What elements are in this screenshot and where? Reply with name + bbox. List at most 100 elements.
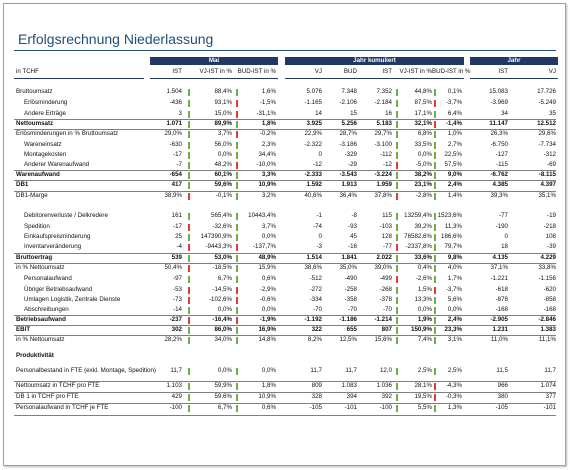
trend-indicator bbox=[396, 151, 398, 159]
cell: 161 bbox=[171, 212, 182, 219]
cell: 2,3% bbox=[261, 141, 276, 148]
column-header: BUD-IST in % bbox=[237, 68, 276, 75]
trend-indicator bbox=[188, 181, 190, 189]
cell: 2,4% bbox=[447, 181, 462, 188]
cell: 35 bbox=[549, 110, 556, 117]
trend-indicator bbox=[434, 130, 436, 138]
trend-indicator bbox=[396, 171, 398, 179]
cell: 0 bbox=[318, 151, 322, 158]
cell: -1.221 bbox=[490, 275, 508, 282]
cell: 0,0% bbox=[217, 306, 232, 313]
cell: 1.074 bbox=[540, 382, 556, 389]
cell: -9443,3% bbox=[205, 243, 233, 250]
cell: 1,8% bbox=[261, 120, 276, 127]
row-rule bbox=[14, 415, 556, 416]
cell: 12.512 bbox=[537, 120, 556, 127]
trend-indicator bbox=[434, 171, 436, 179]
trend-indicator bbox=[236, 243, 238, 251]
trend-indicator bbox=[236, 212, 238, 220]
trend-indicator bbox=[434, 264, 436, 272]
cell: 34,4% bbox=[258, 151, 276, 158]
cell: -378 bbox=[379, 296, 392, 303]
header-rule bbox=[470, 78, 558, 79]
cell: -0,1% bbox=[215, 192, 232, 199]
trend-indicator bbox=[188, 161, 190, 169]
frame bbox=[3, 3, 566, 466]
trend-indicator bbox=[434, 404, 436, 412]
trend-indicator bbox=[236, 110, 238, 118]
cell: -77 bbox=[383, 243, 392, 250]
cell: -18,5% bbox=[212, 264, 232, 271]
row-rule bbox=[14, 325, 556, 326]
cell: 5,6% bbox=[447, 296, 462, 303]
cell: 1.841 bbox=[341, 254, 357, 261]
cell: 5.076 bbox=[306, 88, 322, 95]
cell: 3,2% bbox=[261, 192, 276, 199]
trend-indicator bbox=[396, 404, 398, 412]
cell: -3,7% bbox=[445, 286, 462, 293]
row-rule bbox=[14, 170, 556, 171]
cell: 0,0% bbox=[261, 306, 276, 313]
trend-indicator bbox=[396, 382, 398, 390]
row-label: Personalbestand in FTE (exkl. Montage, S… bbox=[16, 367, 156, 374]
cell: 807 bbox=[381, 326, 392, 333]
row-rule bbox=[14, 381, 556, 382]
trend-indicator bbox=[188, 393, 190, 401]
row-label: Personalaufwand bbox=[24, 275, 72, 282]
cell: 32,1% bbox=[414, 120, 432, 127]
cell: -499 bbox=[379, 275, 392, 282]
cell: 4,0% bbox=[447, 264, 462, 271]
cell: -1 bbox=[316, 212, 322, 219]
cell: 34,0% bbox=[214, 336, 232, 343]
cell: -93 bbox=[348, 223, 357, 230]
trend-indicator bbox=[434, 254, 436, 262]
cell: 0 bbox=[318, 233, 322, 240]
trend-indicator bbox=[434, 151, 436, 159]
cell: 1,9% bbox=[417, 316, 432, 323]
cell: 108 bbox=[545, 233, 556, 240]
cell: 4.385 bbox=[492, 181, 508, 188]
cell: 87,5% bbox=[414, 99, 432, 106]
cell: -7.734 bbox=[538, 141, 556, 148]
trend-indicator bbox=[188, 99, 190, 107]
cell: -2.106 bbox=[339, 99, 357, 106]
trend-indicator bbox=[396, 130, 398, 138]
cell: -2337,8% bbox=[405, 243, 433, 250]
cell: 2,5% bbox=[417, 367, 432, 374]
cell: -1.214 bbox=[374, 316, 392, 323]
column-header: VJ bbox=[314, 68, 322, 75]
trend-indicator bbox=[188, 243, 190, 251]
cell: 14 bbox=[315, 110, 322, 117]
cell: 2,7% bbox=[447, 141, 462, 148]
cell: 38,6% bbox=[304, 264, 322, 271]
cell: 6,7% bbox=[217, 275, 232, 282]
trend-indicator bbox=[434, 243, 436, 251]
cell: 13259,4% bbox=[404, 212, 432, 219]
row-label: DB1 bbox=[16, 181, 29, 188]
cell: 0 bbox=[504, 233, 508, 240]
cell: 0,0% bbox=[447, 306, 462, 313]
trend-indicator bbox=[434, 296, 436, 304]
cell: -77 bbox=[499, 212, 508, 219]
row-label: Bruttoumsatz bbox=[16, 88, 53, 95]
cell: -32,6% bbox=[212, 223, 232, 230]
cell: 377 bbox=[545, 393, 556, 400]
trend-indicator bbox=[188, 110, 190, 118]
trend-indicator bbox=[434, 192, 436, 200]
row-label: Übriger Betriebsaufwand bbox=[24, 286, 93, 293]
trend-indicator bbox=[434, 286, 436, 294]
cell: 3,7% bbox=[261, 223, 276, 230]
cell: -112 bbox=[380, 151, 392, 158]
column-header: VJ bbox=[548, 68, 556, 75]
cell: -8 bbox=[351, 212, 357, 219]
row-label: Einkaufspreisminderung bbox=[24, 233, 91, 240]
row-label: Andere Erträge bbox=[24, 110, 66, 117]
row-rule bbox=[14, 263, 556, 264]
cell: 3,7% bbox=[217, 130, 232, 137]
row-label: Wareneinsatz bbox=[24, 141, 62, 148]
cell: 1,6% bbox=[261, 88, 276, 95]
trend-indicator bbox=[396, 316, 398, 324]
trend-indicator bbox=[434, 88, 436, 96]
cell: -4 bbox=[176, 243, 182, 250]
cell: 7,4% bbox=[417, 336, 432, 343]
